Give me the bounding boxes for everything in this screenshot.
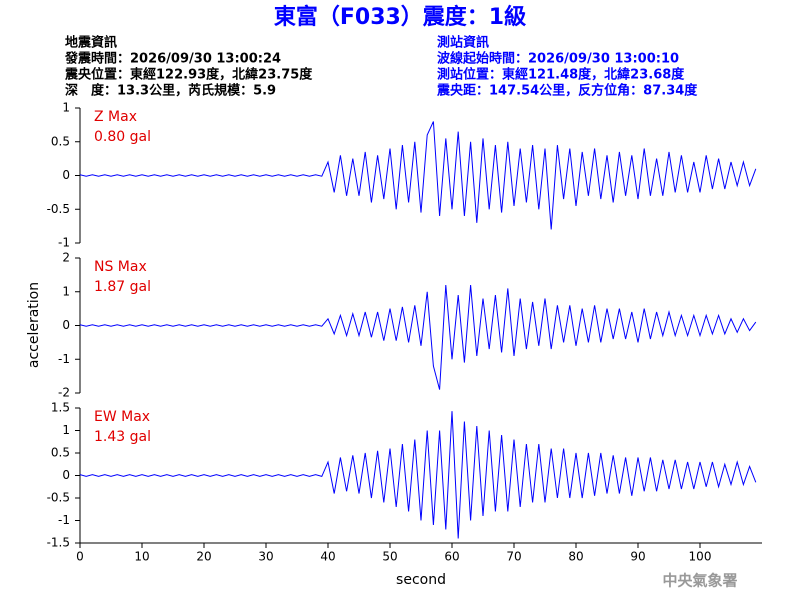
header-right: 波線起始時間：2026/09/30 13:00:10 [437, 51, 679, 67]
component-label: NS Max [94, 259, 147, 275]
x-tick-label: 70 [506, 550, 521, 564]
x-tick-label: 60 [444, 550, 459, 564]
y-tick-label: -1 [58, 236, 70, 250]
y-tick-label: -2 [58, 386, 70, 400]
y-tick-label: 0 [62, 168, 70, 182]
y-tick-label: -0.5 [47, 202, 70, 216]
waveform [79, 284, 757, 390]
waveform [79, 121, 757, 230]
x-axis-label: second [396, 572, 446, 588]
y-tick-label: 1 [62, 284, 70, 298]
max-label: 1.87 gal [94, 279, 151, 295]
y-tick-label: 0.5 [51, 446, 70, 460]
y-axis-label: acceleration [26, 282, 42, 368]
y-tick-label: -1.5 [47, 536, 70, 550]
y-tick-label: -1 [58, 352, 70, 366]
header-left: 發震時間：2026/09/30 13:00:24 [64, 51, 281, 67]
x-tick-label: 80 [568, 550, 583, 564]
x-tick-label: 10 [134, 550, 149, 564]
y-tick-label: -0.5 [47, 491, 70, 505]
header-right: 測站資訊 [437, 35, 489, 51]
y-tick-label: 0 [62, 468, 70, 482]
header-right: 測站位置：東經121.48度，北緯23.68度 [437, 67, 685, 83]
header-right: 震央距：147.54公里，反方位角：87.34度 [436, 83, 698, 99]
x-tick-label: 0 [76, 550, 84, 564]
max-label: 0.80 gal [94, 129, 151, 145]
y-tick-label: 2 [62, 251, 70, 265]
y-tick-label: -1 [58, 513, 70, 527]
header-left: 深 度：13.3公里，芮氏規模：5.9 [65, 83, 276, 99]
header-left: 震央位置：東經122.93度，北緯23.75度 [64, 67, 313, 83]
y-tick-label: 0.5 [51, 134, 70, 148]
chart-title: 東富（F033）震度：1級 [274, 4, 526, 30]
header-left: 地震資訊 [65, 35, 117, 51]
y-tick-label: 1 [62, 423, 70, 437]
y-tick-label: 1 [62, 101, 70, 115]
y-tick-label: 1.5 [51, 401, 70, 415]
waveform [79, 411, 757, 539]
x-tick-label: 100 [689, 550, 712, 564]
max-label: 1.43 gal [94, 429, 151, 445]
x-tick-label: 20 [196, 550, 211, 564]
component-label: Z Max [94, 109, 137, 125]
component-label: EW Max [94, 409, 150, 425]
x-tick-label: 50 [382, 550, 397, 564]
x-tick-label: 30 [258, 550, 273, 564]
x-tick-label: 90 [630, 550, 645, 564]
y-tick-label: 0 [62, 318, 70, 332]
footer: 中央氣象署 [662, 572, 737, 590]
x-tick-label: 40 [320, 550, 335, 564]
